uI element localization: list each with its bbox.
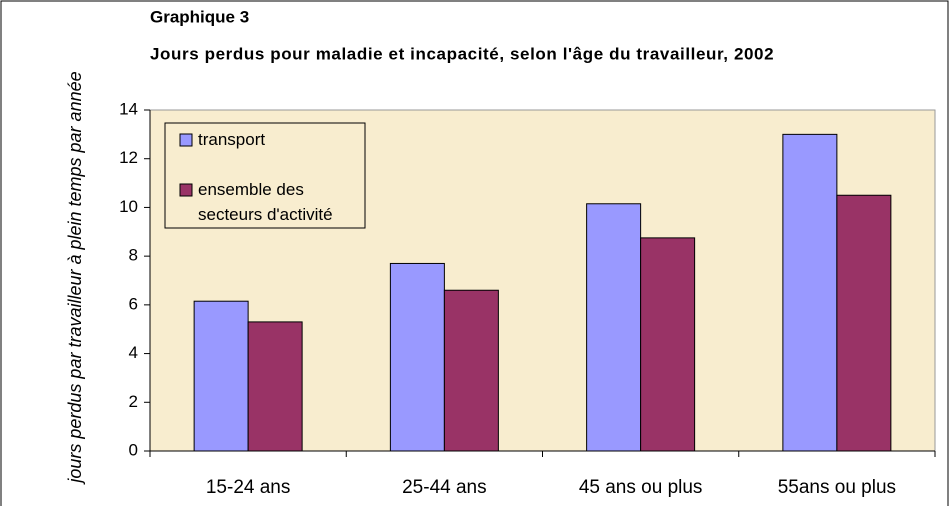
legend-item: transport xyxy=(198,130,266,149)
legend-swatch xyxy=(179,183,193,197)
legend-label: transport xyxy=(198,130,266,149)
legend-label: ensemble des secteurs d'activité xyxy=(198,180,333,224)
y-tick-label: 2 xyxy=(129,392,138,411)
x-tick-label: 25-44 ans xyxy=(402,477,487,498)
y-tick-label: 8 xyxy=(129,246,138,265)
bar xyxy=(443,289,499,452)
y-tick-label: 0 xyxy=(129,440,138,459)
x-tick-label: 55ans ou plus xyxy=(778,477,896,498)
y-axis-label: jours perdus par travailleur à plein tem… xyxy=(65,71,85,483)
y-tick-label: 12 xyxy=(119,148,138,167)
bar xyxy=(389,262,445,452)
bar xyxy=(586,203,642,452)
chart-title: Graphique 3 xyxy=(150,7,249,26)
y-tick-label: 14 xyxy=(119,99,138,118)
y-tick-label: 6 xyxy=(129,294,138,313)
bar xyxy=(247,321,303,452)
x-tick-label: 15-24 ans xyxy=(206,477,291,498)
chart-subtitle: Jours perdus pour maladie et incapacité,… xyxy=(150,44,774,63)
bar xyxy=(193,300,249,452)
bar xyxy=(836,194,892,452)
x-tick-label: 45 ans ou plus xyxy=(579,477,703,498)
bar xyxy=(782,133,838,452)
y-tick-label: 10 xyxy=(119,197,138,216)
legend-box xyxy=(164,122,366,229)
legend-item: ensemble des secteurs d'activité xyxy=(198,180,333,224)
bar xyxy=(640,237,696,452)
legend-swatch xyxy=(179,133,193,147)
y-tick-label: 4 xyxy=(129,343,138,362)
